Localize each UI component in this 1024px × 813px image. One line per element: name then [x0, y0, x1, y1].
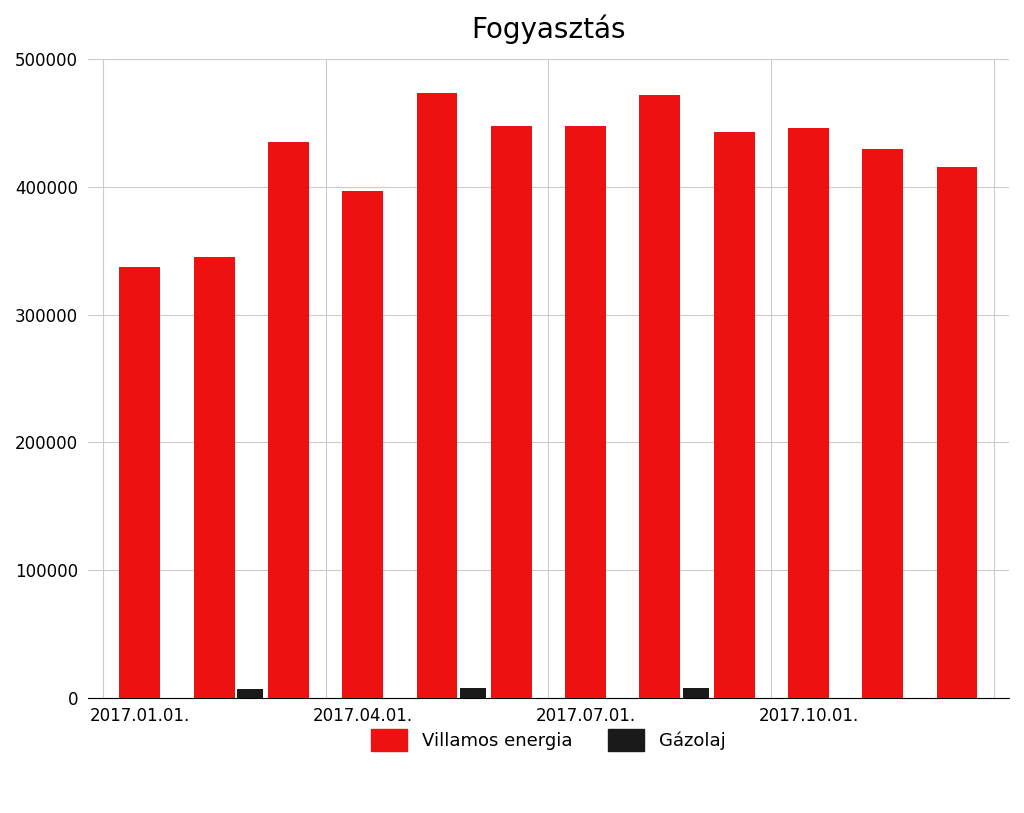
Bar	[565, 126, 606, 698]
Legend: Villamos energia, Gázolaj: Villamos energia, Gázolaj	[364, 722, 733, 759]
Bar	[194, 257, 234, 698]
Bar	[417, 93, 458, 698]
Bar	[683, 688, 709, 698]
Bar	[490, 126, 531, 698]
Bar	[788, 128, 828, 698]
Title: Fogyasztás: Fogyasztás	[471, 15, 626, 45]
Bar	[342, 191, 383, 698]
Bar	[120, 267, 161, 698]
Bar	[460, 688, 485, 698]
Bar	[237, 689, 263, 698]
Bar	[714, 132, 755, 698]
Bar	[268, 142, 309, 698]
Bar	[937, 167, 978, 698]
Bar	[862, 149, 903, 698]
Bar	[639, 95, 680, 698]
